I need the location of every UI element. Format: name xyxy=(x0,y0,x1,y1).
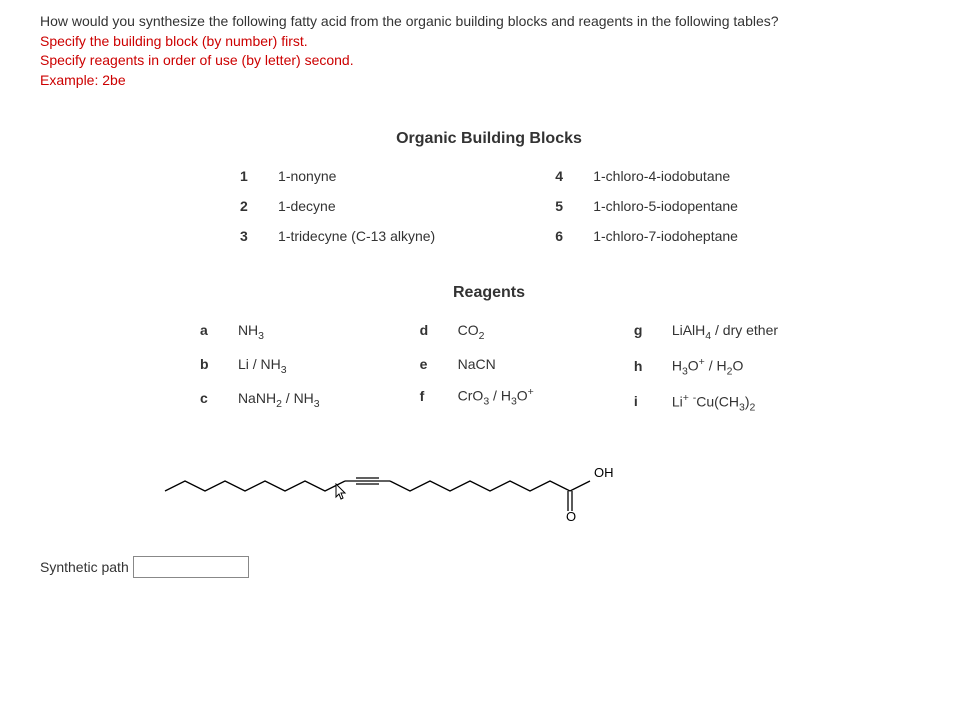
reagent-formula: H3O+ / H2O xyxy=(672,356,744,377)
reagents-column-2: d CO2 e NaCN f CrO3 / H3O+ xyxy=(420,322,534,413)
reagent-letter: h xyxy=(634,358,652,374)
block-number: 2 xyxy=(240,198,258,214)
question-line-4: Example: 2be xyxy=(40,72,126,88)
question-line-2: Specify the building block (by number) f… xyxy=(40,33,308,49)
reagent-row: d CO2 xyxy=(420,322,534,342)
building-blocks-table: 1 1-nonyne 2 1-decyne 3 1-tridecyne (C-1… xyxy=(40,168,938,244)
question-line-1: How would you synthesize the following f… xyxy=(40,13,779,29)
reagent-letter: i xyxy=(634,393,652,409)
reagent-row: c NaNH2 / NH3 xyxy=(200,390,320,410)
building-block-row: 6 1-chloro-7-iodoheptane xyxy=(555,228,738,244)
reagent-row: f CrO3 / H3O+ xyxy=(420,386,534,407)
block-number: 5 xyxy=(555,198,573,214)
reagent-formula: NaCN xyxy=(458,356,496,372)
building-blocks-right-column: 4 1-chloro-4-iodobutane 5 1-chloro-5-iod… xyxy=(555,168,738,244)
reagent-formula: Li / NH3 xyxy=(238,356,287,376)
block-name: 1-decyne xyxy=(278,198,336,214)
block-number: 4 xyxy=(555,168,573,184)
block-name: 1-nonyne xyxy=(278,168,336,184)
molecule-structure: OH O xyxy=(160,453,938,526)
reagent-letter: a xyxy=(200,322,218,338)
reagent-formula: CO2 xyxy=(458,322,485,342)
reagent-letter: g xyxy=(634,322,652,338)
reagent-row: b Li / NH3 xyxy=(200,356,320,376)
reagent-letter: b xyxy=(200,356,218,372)
reagent-formula: CrO3 / H3O+ xyxy=(458,386,534,407)
answer-input-row: Synthetic path xyxy=(40,556,938,578)
reagents-title: Reagents xyxy=(40,284,938,302)
block-number: 6 xyxy=(555,228,573,244)
reagent-letter: e xyxy=(420,356,438,372)
building-block-row: 5 1-chloro-5-iodopentane xyxy=(555,198,738,214)
question-block: How would you synthesize the following f… xyxy=(40,12,938,90)
reagent-row: a NH3 xyxy=(200,322,320,342)
block-number: 3 xyxy=(240,228,258,244)
block-name: 1-chloro-4-iodobutane xyxy=(593,168,730,184)
reagent-row: h H3O+ / H2O xyxy=(634,356,778,377)
oh-label: OH xyxy=(594,465,614,480)
reagent-letter: f xyxy=(420,388,438,404)
reagents-column-1: a NH3 b Li / NH3 c NaNH2 / NH3 xyxy=(200,322,320,413)
reagents-table: a NH3 b Li / NH3 c NaNH2 / NH3 d CO2 e N… xyxy=(40,322,938,413)
building-block-row: 3 1-tridecyne (C-13 alkyne) xyxy=(240,228,435,244)
block-number: 1 xyxy=(240,168,258,184)
building-block-row: 4 1-chloro-4-iodobutane xyxy=(555,168,738,184)
reagent-formula: Li+ -Cu(CH3)2 xyxy=(672,392,756,413)
reagent-row: i Li+ -Cu(CH3)2 xyxy=(634,392,778,413)
reagent-formula: LiAlH4 / dry ether xyxy=(672,322,778,342)
building-blocks-title: Organic Building Blocks xyxy=(40,130,938,148)
cursor-icon xyxy=(335,483,349,506)
reagent-formula: NaNH2 / NH3 xyxy=(238,390,320,410)
block-name: 1-tridecyne (C-13 alkyne) xyxy=(278,228,435,244)
synthetic-path-label: Synthetic path xyxy=(40,559,129,575)
reagent-letter: d xyxy=(420,322,438,338)
reagent-formula: NH3 xyxy=(238,322,264,342)
building-block-row: 2 1-decyne xyxy=(240,198,435,214)
block-name: 1-chloro-7-iodoheptane xyxy=(593,228,738,244)
reagent-row: e NaCN xyxy=(420,356,534,372)
reagent-row: g LiAlH4 / dry ether xyxy=(634,322,778,342)
fatty-acid-structure-svg: OH O xyxy=(160,453,680,523)
building-block-row: 1 1-nonyne xyxy=(240,168,435,184)
block-name: 1-chloro-5-iodopentane xyxy=(593,198,738,214)
question-line-3: Specify reagents in order of use (by let… xyxy=(40,52,354,68)
synthetic-path-input[interactable] xyxy=(133,556,249,578)
reagent-letter: c xyxy=(200,390,218,406)
building-blocks-left-column: 1 1-nonyne 2 1-decyne 3 1-tridecyne (C-1… xyxy=(240,168,435,244)
reagents-column-3: g LiAlH4 / dry ether h H3O+ / H2O i Li+ … xyxy=(634,322,778,413)
o-label: O xyxy=(566,509,576,523)
